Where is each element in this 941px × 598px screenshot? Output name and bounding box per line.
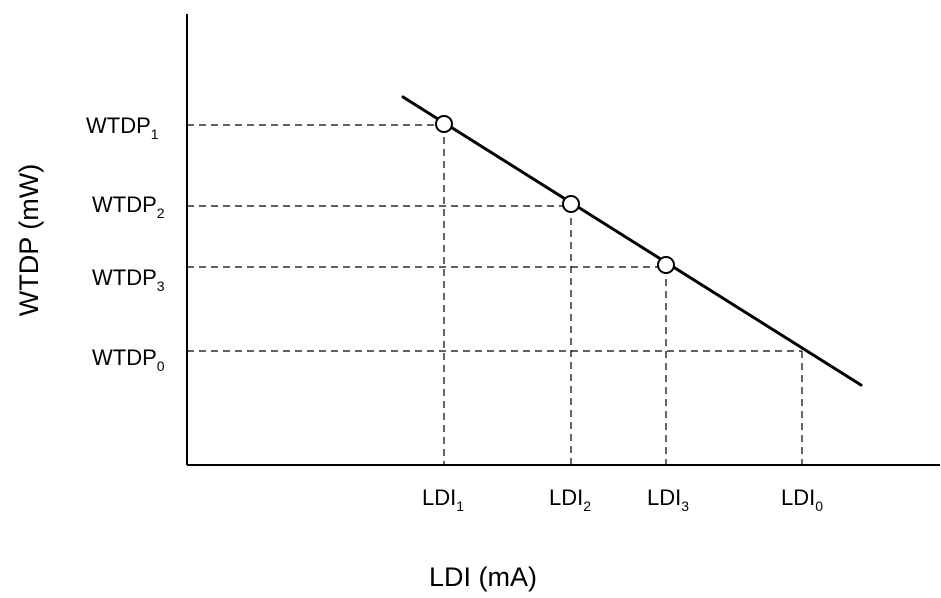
x-tick-label-ldi2: LDI2 [549, 485, 591, 514]
trend-line [403, 97, 861, 385]
point-3-marker [658, 257, 674, 273]
point-1-marker [436, 116, 452, 132]
y-tick-label-wtdp2: WTDP2 [92, 192, 165, 221]
y-axis-title: WTDP (mW) [14, 164, 44, 316]
y-tick-label-wtdp3: WTDP3 [92, 265, 165, 294]
point-2-marker [563, 196, 579, 212]
x-tick-label-ldi0: LDI0 [781, 485, 823, 514]
guide-lines [187, 125, 802, 465]
y-tick-label-wtdp1: WTDP1 [86, 113, 159, 142]
y-tick-label-wtdp0: WTDP0 [92, 345, 165, 374]
x-axis-title: LDI (mA) [429, 562, 537, 592]
x-tick-label-ldi3: LDI3 [647, 485, 689, 514]
x-tick-label-ldi1: LDI1 [422, 485, 464, 514]
